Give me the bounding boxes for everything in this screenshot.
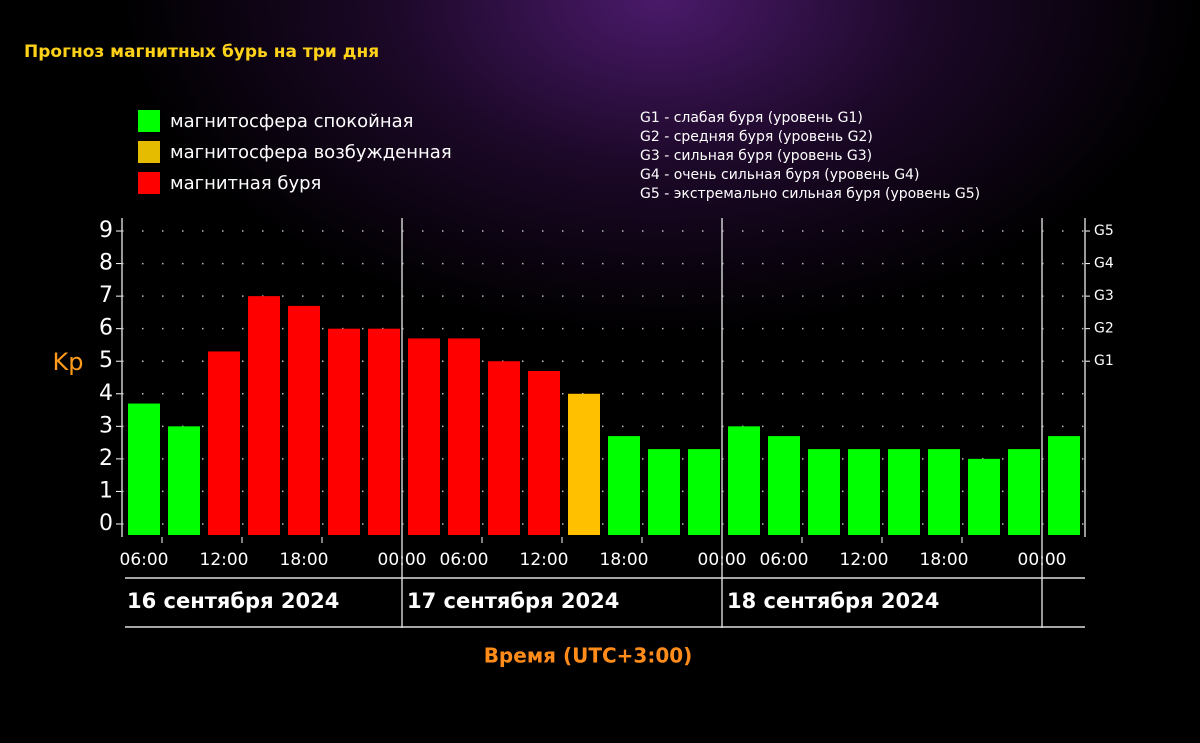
- y-tick-label: 1: [99, 478, 113, 503]
- legend-swatch: [138, 110, 160, 132]
- y-tick-label: 6: [99, 316, 113, 341]
- bar: [688, 449, 720, 535]
- bar: [848, 449, 880, 535]
- legend-label: магнитосфера спокойная: [170, 111, 413, 132]
- x-tick-label: 12:00: [840, 550, 889, 570]
- bar: [528, 370, 560, 535]
- bar: [968, 458, 1000, 535]
- date-label: 16 сентября 2024: [127, 589, 339, 613]
- bar: [288, 305, 320, 535]
- storm-level-note: G2 - средняя буря (уровень G2): [640, 129, 873, 145]
- y-tick-label: 7: [99, 283, 113, 308]
- storm-level-note: G4 - очень сильная буря (уровень G4): [640, 167, 919, 183]
- y-tick-label: 0: [99, 511, 113, 536]
- bar: [568, 393, 600, 535]
- y-tick-label: 5: [99, 348, 113, 373]
- x-tick-label: 06:00: [440, 550, 489, 570]
- bar: [208, 351, 240, 535]
- x-tick-label: 06:00: [760, 550, 809, 570]
- y2-tick-label: G1: [1094, 353, 1114, 369]
- legend-swatch: [138, 141, 160, 163]
- bar: [888, 449, 920, 535]
- bar: [808, 449, 840, 535]
- bar: [728, 426, 760, 535]
- chart-title: Прогноз магнитных бурь на три дня: [24, 42, 379, 62]
- y2-tick-label: G4: [1094, 256, 1114, 272]
- y2-tick-label: G3: [1094, 288, 1114, 304]
- bar: [608, 436, 640, 535]
- legend-label: магнитная буря: [170, 173, 321, 194]
- legend-label: магнитосфера возбужденная: [170, 142, 452, 163]
- y-axis-label: Kp: [53, 348, 84, 376]
- y-tick-label: 2: [99, 446, 113, 471]
- x-tick-label: 18:00: [600, 550, 649, 570]
- y2-tick-label: G5: [1094, 223, 1114, 239]
- bar: [128, 403, 160, 535]
- bar: [928, 449, 960, 535]
- y-tick-label: 3: [99, 413, 113, 438]
- bar: [248, 296, 280, 535]
- x-tick-label: 12:00: [200, 550, 249, 570]
- bar: [1008, 449, 1040, 535]
- x-axis-label: Время (UTC+3:00): [484, 644, 693, 668]
- storm-level-note: G1 - слабая буря (уровень G1): [640, 110, 863, 126]
- y2-tick-label: G2: [1094, 321, 1114, 337]
- y-tick-label: 8: [99, 251, 113, 276]
- bar: [168, 426, 200, 535]
- x-tick-label: 18:00: [920, 550, 969, 570]
- bar: [768, 436, 800, 535]
- bar: [328, 328, 360, 535]
- y-tick-label: 4: [99, 381, 113, 406]
- date-label: 17 сентября 2024: [407, 589, 619, 613]
- bar: [448, 338, 480, 535]
- date-label: 18 сентября 2024: [727, 589, 939, 613]
- bar: [1048, 436, 1080, 535]
- storm-level-note: G5 - экстремально сильная буря (уровень …: [640, 186, 980, 202]
- storm-level-note: G3 - сильная буря (уровень G3): [640, 148, 872, 164]
- x-tick-label: 12:00: [520, 550, 569, 570]
- y-tick-label: 9: [99, 218, 113, 243]
- x-tick-label: 18:00: [280, 550, 329, 570]
- bar: [488, 361, 520, 535]
- bar: [408, 338, 440, 535]
- bar: [648, 449, 680, 535]
- x-tick-label: 06:00: [120, 550, 169, 570]
- legend-swatch: [138, 172, 160, 194]
- bar: [368, 328, 400, 535]
